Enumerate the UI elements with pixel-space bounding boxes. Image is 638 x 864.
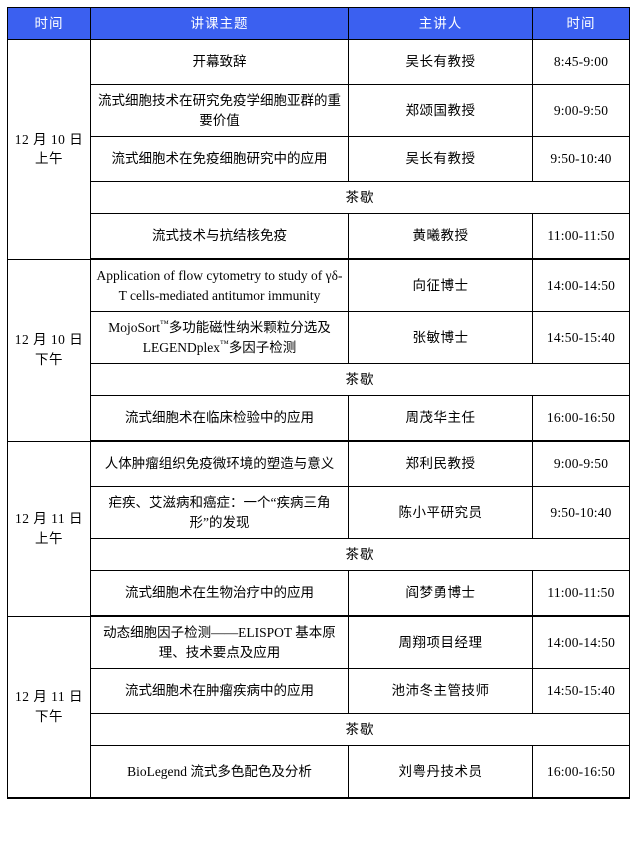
table-row-break: 茶歇	[8, 181, 630, 214]
lecture-topic-cell: 流式技术与抗结核免疫	[90, 213, 349, 260]
column-header-time: 时间	[532, 7, 630, 40]
trademark-symbol: ™	[159, 318, 169, 329]
column-header-date: 时间	[7, 7, 91, 40]
speaker-cell: 郑利民教授	[348, 440, 533, 487]
tea-break-cell: 茶歇	[90, 538, 630, 571]
time-slot-cell: 9:00-9:50	[532, 440, 630, 487]
table-row: 流式细胞术在生物治疗中的应用 阎梦勇博士 11:00-11:50	[8, 570, 630, 617]
trademark-symbol: ™	[219, 338, 229, 348]
tea-break-cell: 茶歇	[90, 181, 630, 214]
table-row: BioLegend 流式多色配色及分析 刘粤丹技术员 16:00-16:50	[8, 745, 630, 799]
time-slot-cell: 11:00-11:50	[532, 570, 630, 617]
time-slot-cell: 14:50-15:40	[532, 668, 630, 714]
session-date-cell: 12 月 10 日 上午	[7, 39, 91, 260]
session-date-cell: 12 月 11 日 上午	[7, 440, 91, 617]
time-slot-cell: 9:50-10:40	[532, 136, 630, 182]
time-slot-cell: 8:45-9:00	[532, 39, 630, 85]
time-slot-cell: 9:50-10:40	[532, 486, 630, 539]
speaker-cell: 池沛冬主管技师	[348, 668, 533, 714]
tea-break-cell: 茶歇	[90, 713, 630, 746]
column-header-topic: 讲课主题	[90, 7, 349, 40]
lecture-topic-cell: 流式细胞术在生物治疗中的应用	[90, 570, 349, 617]
table-row: 流式细胞术在临床检验中的应用 周茂华主任 16:00-16:50	[8, 395, 630, 442]
lecture-topic-cell: BioLegend 流式多色配色及分析	[90, 745, 349, 799]
column-header-speaker: 主讲人	[348, 7, 533, 40]
table-row-break: 茶歇	[8, 538, 630, 571]
lecture-topic-cell: 流式细胞术在肿瘤疾病中的应用	[90, 668, 349, 714]
table-row: 12 月 11 日 上午 人体肿瘤组织免疫微环境的塑造与意义 郑利民教授 9:00-9…	[7, 440, 630, 617]
speaker-cell: 周翔项目经理	[348, 615, 533, 669]
lecture-topic-cell: 人体肿瘤组织免疫微环境的塑造与意义	[90, 440, 349, 487]
conference-schedule-table: 时间 讲课主题 主讲人 时间 12 月 10 日 上午 开幕致辞 吴长有教授 8:45…	[7, 7, 630, 799]
speaker-cell: 阎梦勇博士	[348, 570, 533, 617]
table-body: 12 月 10 日 上午 开幕致辞 吴长有教授 8:45-9:00 流式细胞技术在研究免…	[7, 39, 630, 799]
time-slot-cell: 16:00-16:50	[532, 395, 630, 442]
table-row: 流式细胞术在免疫细胞研究中的应用 吴长有教授 9:50-10:40	[8, 136, 630, 182]
header-row: 时间 讲课主题 主讲人 时间	[7, 7, 630, 40]
time-slot-cell: 14:50-15:40	[532, 311, 630, 364]
table-row: MojoSort™多功能磁性纳米颗粒分选及 LEGENDplex™多因子检测 张敏…	[8, 311, 630, 364]
lecture-topic-cell: MojoSort™多功能磁性纳米颗粒分选及 LEGENDplex™多因子检测	[90, 311, 349, 364]
session-date-cell: 12 月 11 日 下午	[7, 615, 91, 799]
table-row-break: 茶歇	[8, 713, 630, 746]
speaker-cell: 周茂华主任	[348, 395, 533, 442]
speaker-cell: 向征博士	[348, 258, 533, 312]
lecture-topic-cell: 动态细胞因子检测——ELISPOT 基本原理、技术要点及应用	[90, 615, 349, 669]
lecture-topic-cell: Application of flow cytometry to study o…	[90, 258, 349, 312]
table-row: 12 月 10 日 上午 开幕致辞 吴长有教授 8:45-9:00	[7, 39, 630, 260]
speaker-cell: 郑颂国教授	[348, 84, 533, 137]
lecture-topic-cell: 流式细胞技术在研究免疫学细胞亚群的重要价值	[90, 84, 349, 137]
table-row: 疟疾、艾滋病和癌症：一个“疾病三角形”的发现 陈小平研究员 9:50-10:40	[8, 486, 630, 539]
lecture-topic-cell: 开幕致辞	[90, 39, 349, 85]
speaker-cell: 吴长有教授	[348, 39, 533, 85]
lecture-topic-cell: 流式细胞术在免疫细胞研究中的应用	[90, 136, 349, 182]
table-row: 流式细胞技术在研究免疫学细胞亚群的重要价值 郑颂国教授 9:00-9:50	[8, 84, 630, 137]
time-slot-cell: 14:00-14:50	[532, 615, 630, 669]
table-row: 12 月 10 日 下午 Application of flow cytometr…	[7, 258, 630, 442]
time-slot-cell: 11:00-11:50	[532, 213, 630, 260]
speaker-cell: 张敏博士	[348, 311, 533, 364]
session-date-cell: 12 月 10 日 下午	[7, 258, 91, 442]
speaker-cell: 黄曦教授	[348, 213, 533, 260]
time-slot-cell: 9:00-9:50	[532, 84, 630, 137]
table-row: 12 月 11 日 下午 动态细胞因子检测——ELISPOT 基本原理、技术要点及…	[7, 615, 630, 799]
lecture-topic-cell: 疟疾、艾滋病和癌症：一个“疾病三角形”的发现	[90, 486, 349, 539]
table-row: 流式细胞术在肿瘤疾病中的应用 池沛冬主管技师 14:50-15:40	[8, 668, 630, 714]
speaker-cell: 吴长有教授	[348, 136, 533, 182]
time-slot-cell: 16:00-16:50	[532, 745, 630, 799]
table-row-break: 茶歇	[8, 363, 630, 396]
table-row: 流式技术与抗结核免疫 黄曦教授 11:00-11:50	[8, 213, 630, 260]
tea-break-cell: 茶歇	[90, 363, 630, 396]
lecture-topic-cell: 流式细胞术在临床检验中的应用	[90, 395, 349, 442]
speaker-cell: 陈小平研究员	[348, 486, 533, 539]
speaker-cell: 刘粤丹技术员	[348, 745, 533, 799]
time-slot-cell: 14:00-14:50	[532, 258, 630, 312]
table-header: 时间 讲课主题 主讲人 时间	[7, 7, 630, 40]
